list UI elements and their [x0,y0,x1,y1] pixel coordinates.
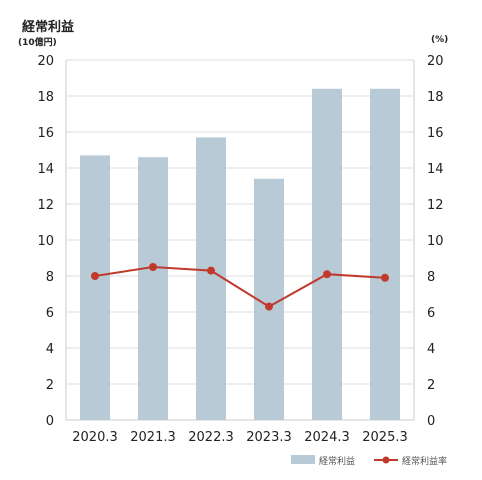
y-tick-label-right: 0 [427,414,435,429]
legend-label-bar: 経常利益 [319,455,355,467]
left-axis-unit: (10億円) [18,38,57,48]
line-point [149,263,157,271]
x-tick-label: 2022.3 [188,430,234,445]
legend-marker-line [382,456,390,464]
x-tick-label: 2024.3 [304,430,350,445]
y-tick-label-left: 18 [37,90,54,105]
line-point [207,266,215,275]
y-tick-label-right: 12 [427,198,444,213]
bar [370,88,400,421]
x-tick-label: 2020.3 [72,430,118,445]
y-tick-label-left: 2 [46,378,54,393]
line-point [323,270,331,279]
y-tick-label-left: 4 [46,342,54,357]
y-tick-label-left: 20 [37,54,54,69]
line-point [381,273,389,282]
y-tick-label-left: 0 [46,414,54,429]
line-series [94,265,386,308]
line-point [91,272,99,280]
x-tick-label: 2023.3 [246,430,292,445]
y-tick-label-right: 10 [427,234,444,249]
y-tick-label-right: 20 [427,54,444,69]
bar [138,157,168,420]
bar [312,88,342,421]
y-tick-label-left: 6 [46,306,54,321]
y-tick-label-right: 8 [427,270,435,285]
y-tick-label-left: 10 [37,234,54,249]
y-tick-label-right: 2 [427,378,435,393]
bar [80,155,110,420]
y-tick-label-left: 12 [37,198,54,213]
bar [196,137,226,420]
chart-title: 経常利益 [22,20,75,35]
right-axis-unit: (%) [431,35,449,45]
y-tick-label-right: 18 [427,90,444,105]
x-tick-label: 2025.3 [362,430,408,445]
legend-swatch-bar [291,455,315,464]
y-tick-label-right: 16 [427,126,444,141]
y-tick-label-left: 8 [46,270,54,285]
y-tick-label-left: 16 [37,126,54,141]
y-tick-label-right: 14 [427,162,444,177]
y-tick-label-left: 14 [37,162,54,177]
x-tick-label: 2021.3 [130,430,176,445]
y-tick-label-right: 6 [427,306,435,321]
y-tick-label-right: 4 [427,342,435,357]
legend-label-line: 経常利益率 [402,455,447,467]
line-point [265,302,273,311]
